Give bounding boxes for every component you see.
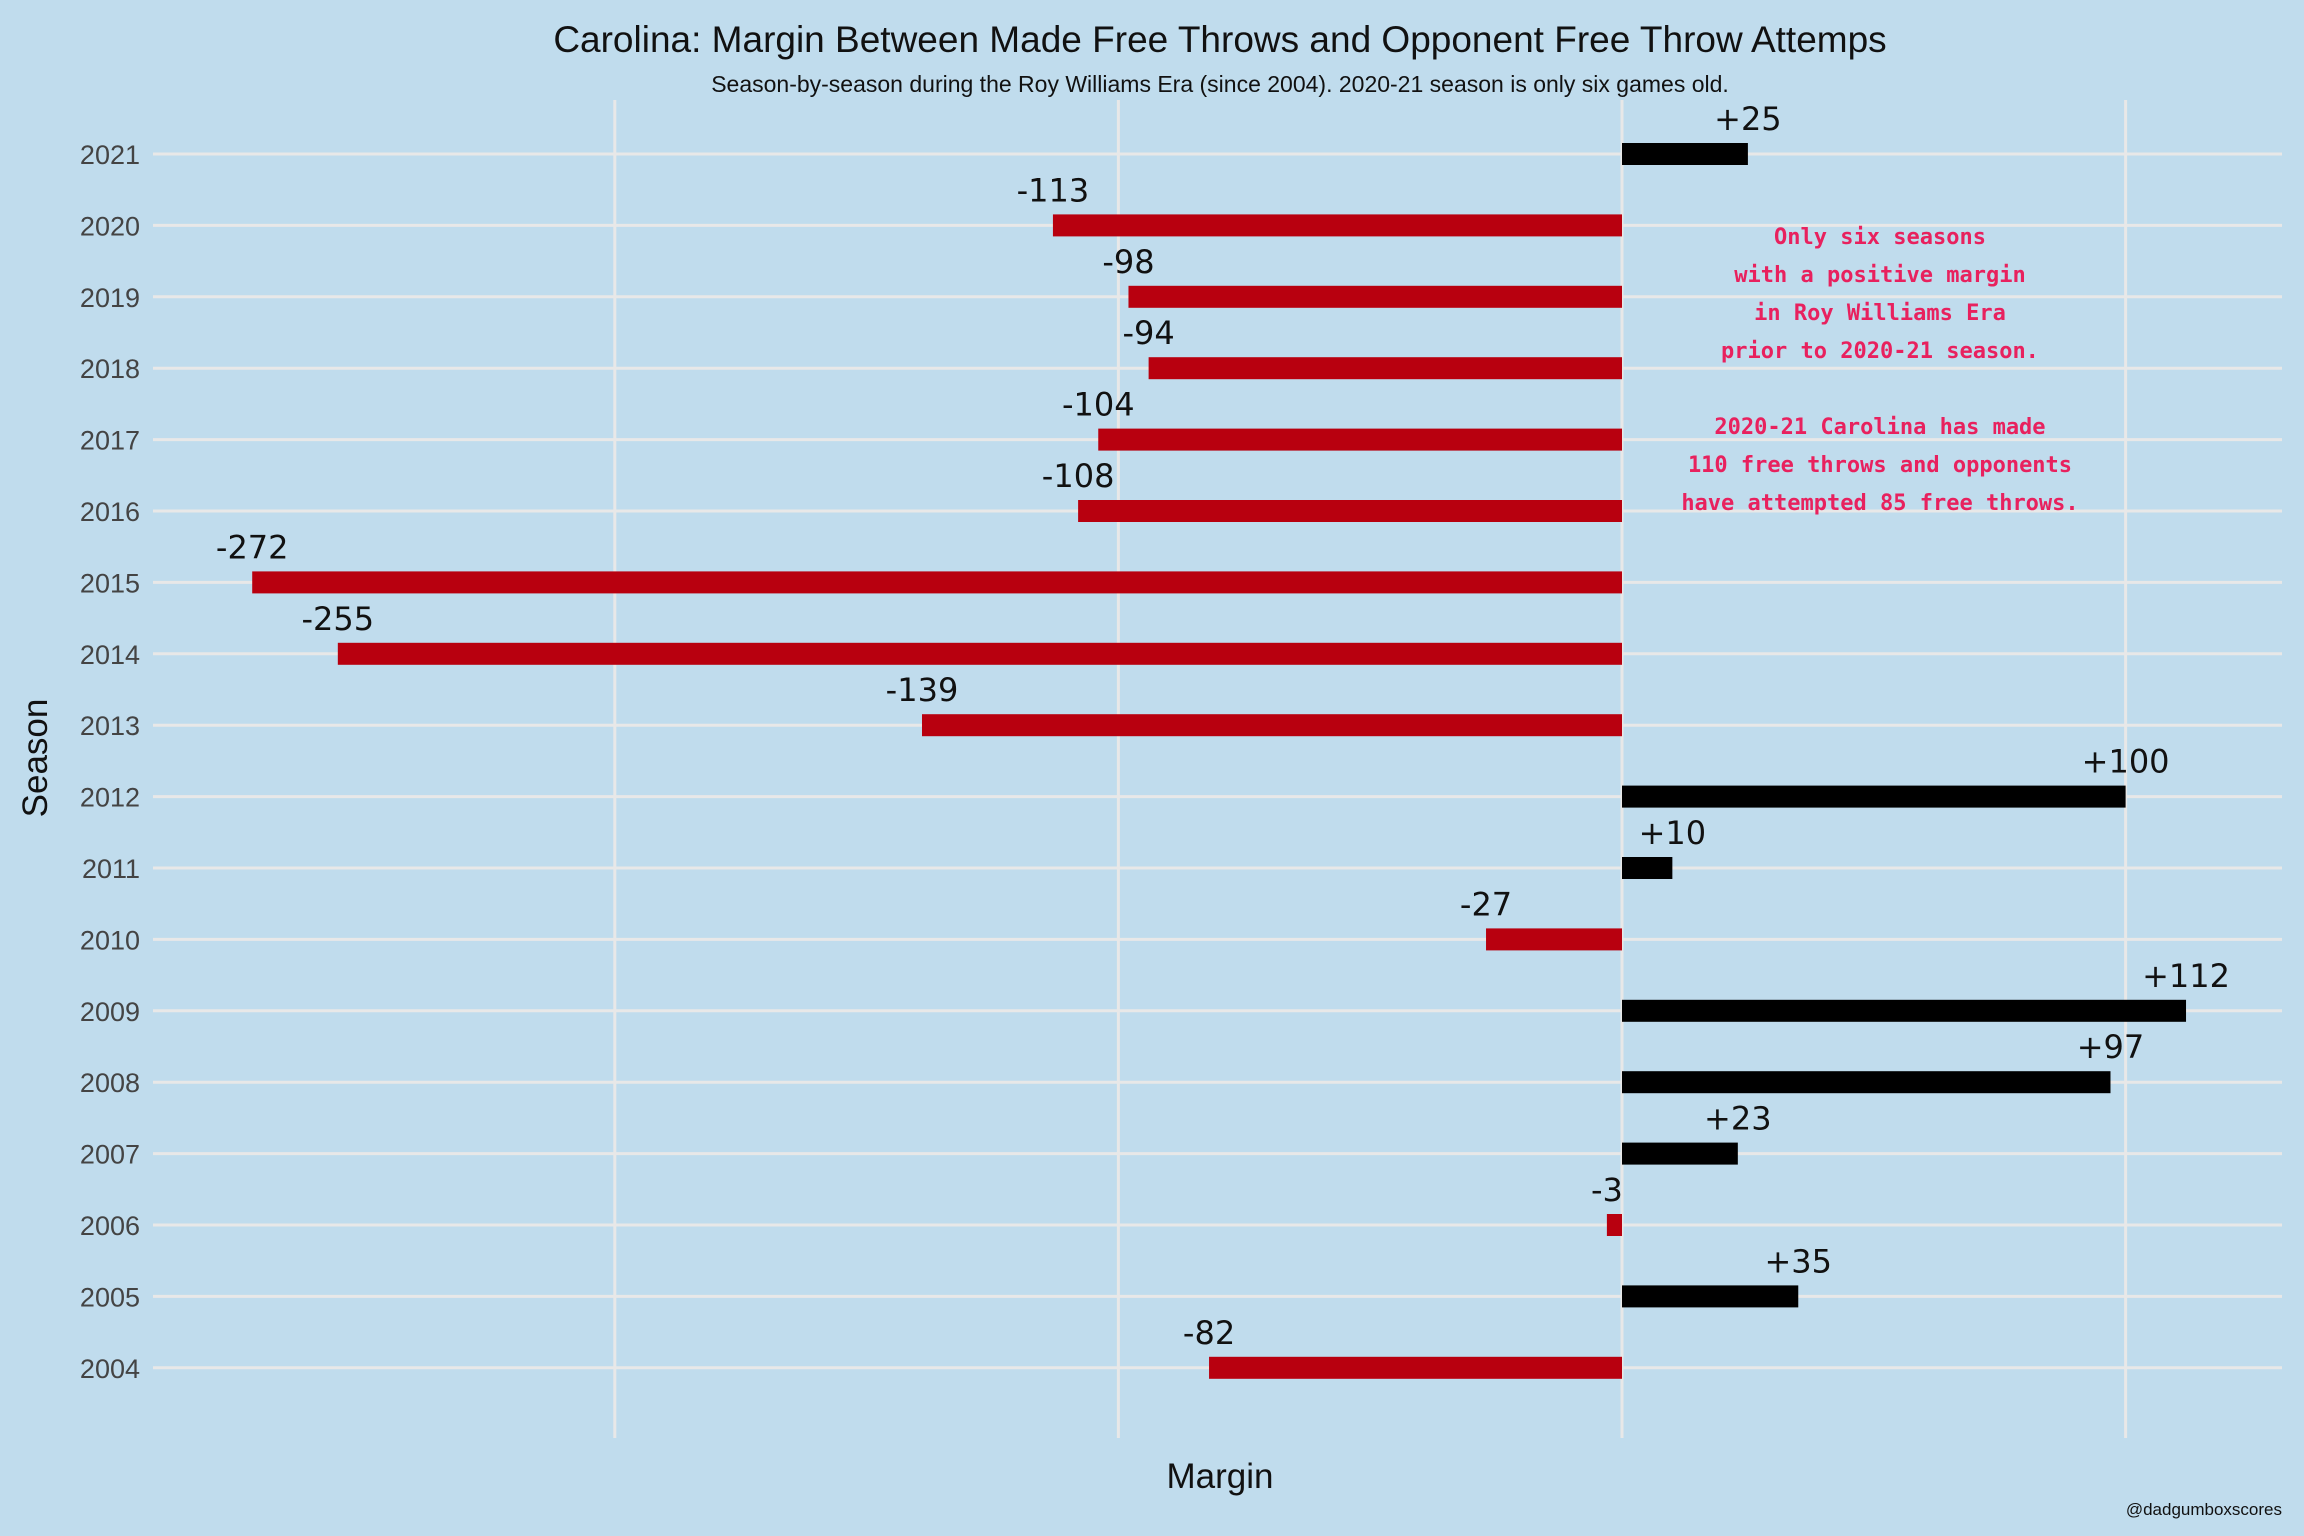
y-tick-label-2017: 2017 bbox=[80, 426, 140, 456]
y-tick-label-2011: 2011 bbox=[82, 854, 140, 884]
data-label-2008: +97 bbox=[2077, 1028, 2145, 1066]
data-label-2020: -113 bbox=[1017, 171, 1090, 209]
label-layer: -82 +35 -3 +23 +97 +112 -27 +10 +100 -139 -255 -272… bbox=[216, 100, 2230, 1352]
y-tick-label-2021: 2021 bbox=[80, 140, 140, 170]
bar-2020 bbox=[1052, 214, 1622, 237]
y-tick-label-2008: 2008 bbox=[80, 1068, 140, 1098]
bar-2016 bbox=[1078, 500, 1622, 522]
data-label-2014: -255 bbox=[302, 600, 375, 638]
y-tick-label-2009: 2009 bbox=[80, 997, 140, 1027]
bar-2007 bbox=[1622, 1142, 1738, 1165]
y-tick-label-2006: 2006 bbox=[80, 1211, 140, 1241]
y-tick-label-2020: 2020 bbox=[80, 211, 140, 241]
data-label-2019: -98 bbox=[1102, 243, 1154, 281]
chart-caption: @dadgumboxscores bbox=[2126, 1500, 2282, 1519]
data-label-2005: +35 bbox=[1764, 1242, 1832, 1280]
chart-title: Carolina: Margin Between Made Free Throw… bbox=[553, 19, 1886, 60]
bar-2013 bbox=[921, 714, 1622, 737]
bar-2021 bbox=[1622, 143, 1748, 165]
data-label-2021: +25 bbox=[1714, 100, 1782, 138]
bar-2004 bbox=[1209, 1356, 1622, 1379]
data-label-2007: +23 bbox=[1704, 1100, 1772, 1138]
bar-2009 bbox=[1622, 999, 2187, 1022]
data-label-2017: -104 bbox=[1062, 386, 1135, 424]
y-tick-label-2018: 2018 bbox=[80, 354, 140, 384]
annotation-line: prior to 2020-21 season. bbox=[1721, 339, 2039, 364]
bar-2014 bbox=[337, 642, 1622, 665]
data-label-2010: -27 bbox=[1460, 885, 1512, 923]
bar-2006 bbox=[1606, 1214, 1622, 1236]
bar-2012 bbox=[1622, 785, 2126, 808]
y-tick-label-2010: 2010 bbox=[80, 925, 140, 955]
bar-2005 bbox=[1622, 1285, 1799, 1308]
y-axis-title: Season bbox=[16, 699, 55, 818]
bar-2017 bbox=[1098, 428, 1622, 451]
tick-layer: 2004 2005 2006 2007 2008 2009 2010 2011 2012 2013… bbox=[80, 140, 140, 1384]
bar-layer bbox=[252, 143, 2187, 1379]
data-label-2004: -82 bbox=[1183, 1314, 1235, 1352]
y-tick-label-2005: 2005 bbox=[80, 1282, 140, 1312]
annotation-block: Only six seasons with a positive margin in… bbox=[1681, 225, 2078, 516]
annotation-line: 110 free throws and opponents bbox=[1688, 453, 2072, 478]
bar-2011 bbox=[1622, 857, 1673, 879]
bar-2019 bbox=[1128, 285, 1622, 308]
bar-2015 bbox=[252, 571, 1622, 594]
annotation-line: with a positive margin bbox=[1734, 263, 2025, 288]
y-tick-label-2013: 2013 bbox=[80, 711, 140, 741]
annotation-line: 2020-21 Carolina has made bbox=[1714, 415, 2045, 440]
annotation-line: have attempted 85 free throws. bbox=[1681, 491, 2078, 516]
data-label-2012: +100 bbox=[2082, 743, 2170, 781]
bar-2018 bbox=[1148, 357, 1622, 380]
data-label-2015: -272 bbox=[216, 528, 289, 566]
y-tick-label-2016: 2016 bbox=[80, 497, 140, 527]
data-label-2013: -139 bbox=[886, 671, 959, 709]
annotation-line: in Roy Williams Era bbox=[1754, 301, 2006, 326]
y-tick-label-2004: 2004 bbox=[80, 1354, 140, 1384]
y-tick-label-2019: 2019 bbox=[80, 283, 140, 313]
data-label-2018: -94 bbox=[1122, 314, 1174, 352]
annotation-line: Only six seasons bbox=[1774, 225, 1986, 250]
y-tick-label-2012: 2012 bbox=[80, 783, 140, 813]
y-tick-label-2014: 2014 bbox=[80, 640, 140, 670]
data-label-2009: +112 bbox=[2142, 957, 2230, 995]
x-axis-title: Margin bbox=[1167, 1457, 1274, 1496]
bar-2008 bbox=[1622, 1071, 2111, 1094]
data-label-2011: +10 bbox=[1639, 814, 1707, 852]
data-label-2006: -3 bbox=[1591, 1171, 1623, 1209]
y-tick-label-2007: 2007 bbox=[80, 1140, 140, 1170]
data-label-2016: -108 bbox=[1042, 457, 1115, 495]
y-tick-label-2015: 2015 bbox=[80, 568, 140, 598]
bar-2010 bbox=[1486, 928, 1622, 951]
chart-subtitle: Season-by-season during the Roy Williams… bbox=[711, 71, 1729, 97]
